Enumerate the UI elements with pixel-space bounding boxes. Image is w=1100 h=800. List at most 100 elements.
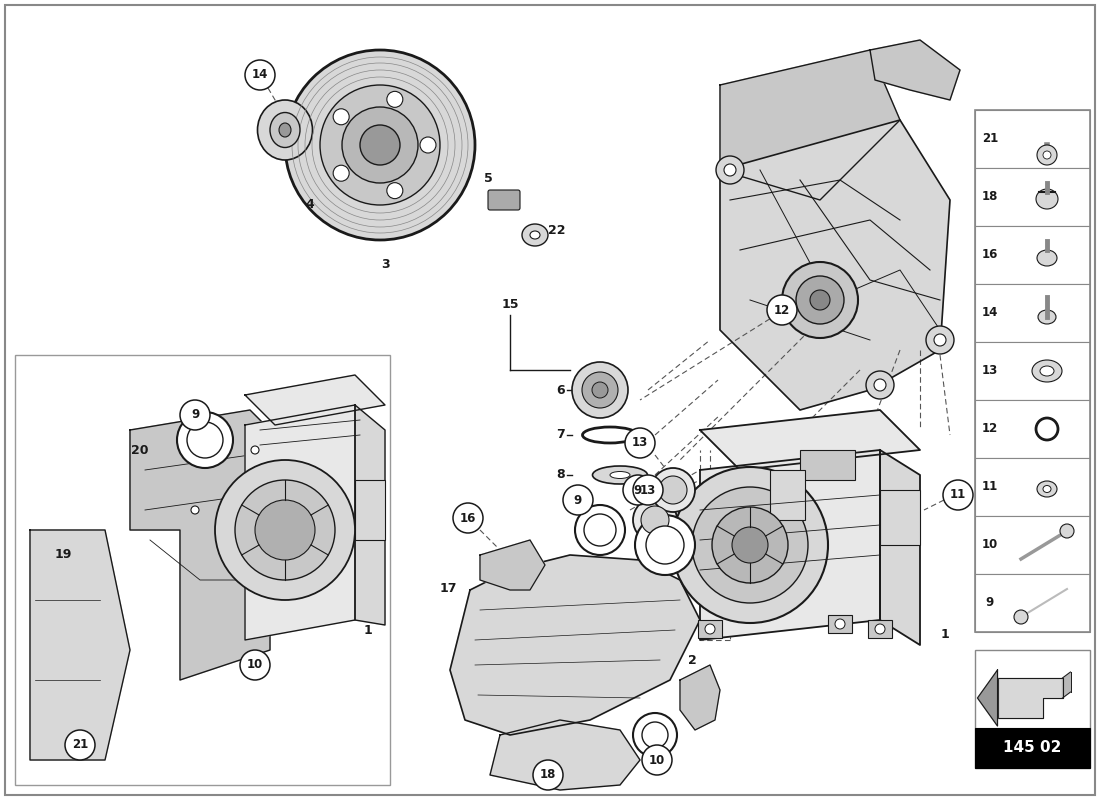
Ellipse shape xyxy=(593,466,648,484)
Circle shape xyxy=(245,60,275,90)
Polygon shape xyxy=(880,450,920,645)
Polygon shape xyxy=(490,720,640,790)
Text: 14: 14 xyxy=(982,306,998,319)
Text: 10: 10 xyxy=(246,658,263,671)
Text: 4: 4 xyxy=(306,198,315,211)
Polygon shape xyxy=(870,40,960,100)
Text: 7: 7 xyxy=(557,429,565,442)
Circle shape xyxy=(180,400,210,430)
Polygon shape xyxy=(30,530,130,760)
Text: 22: 22 xyxy=(548,223,565,237)
Text: 1: 1 xyxy=(364,623,373,637)
Text: 18: 18 xyxy=(540,769,557,782)
Text: 11: 11 xyxy=(950,489,966,502)
Circle shape xyxy=(342,107,418,183)
Circle shape xyxy=(623,475,653,505)
Circle shape xyxy=(642,722,668,748)
Text: 14: 14 xyxy=(252,69,268,82)
Polygon shape xyxy=(720,120,950,410)
Polygon shape xyxy=(680,665,720,730)
Text: 19: 19 xyxy=(55,549,73,562)
FancyBboxPatch shape xyxy=(770,470,805,520)
Text: 17: 17 xyxy=(439,582,456,594)
Circle shape xyxy=(641,506,669,534)
Circle shape xyxy=(453,503,483,533)
Circle shape xyxy=(572,362,628,418)
Circle shape xyxy=(782,262,858,338)
Circle shape xyxy=(420,137,436,153)
Circle shape xyxy=(1036,418,1058,440)
Circle shape xyxy=(214,460,355,600)
Text: 2: 2 xyxy=(688,654,696,666)
Circle shape xyxy=(592,382,608,398)
Circle shape xyxy=(874,624,886,634)
FancyBboxPatch shape xyxy=(975,226,1090,284)
Circle shape xyxy=(320,85,440,205)
Text: 1: 1 xyxy=(940,629,949,642)
Circle shape xyxy=(692,487,808,603)
Ellipse shape xyxy=(1040,366,1054,376)
Circle shape xyxy=(632,498,676,542)
Circle shape xyxy=(534,760,563,790)
Circle shape xyxy=(632,713,676,757)
Circle shape xyxy=(1014,610,1028,624)
FancyBboxPatch shape xyxy=(975,168,1090,226)
Ellipse shape xyxy=(1038,310,1056,324)
Polygon shape xyxy=(130,410,270,680)
FancyBboxPatch shape xyxy=(488,190,520,210)
FancyBboxPatch shape xyxy=(355,480,385,540)
Text: 16: 16 xyxy=(460,511,476,525)
Circle shape xyxy=(712,507,788,583)
Text: 6: 6 xyxy=(557,383,565,397)
FancyBboxPatch shape xyxy=(828,615,852,633)
Text: 11: 11 xyxy=(982,481,998,494)
Polygon shape xyxy=(450,555,700,735)
Circle shape xyxy=(251,446,258,454)
FancyBboxPatch shape xyxy=(868,620,892,638)
Circle shape xyxy=(926,326,954,354)
Circle shape xyxy=(866,371,894,399)
Circle shape xyxy=(387,182,403,198)
FancyBboxPatch shape xyxy=(975,342,1090,400)
Circle shape xyxy=(191,451,199,459)
FancyBboxPatch shape xyxy=(975,284,1090,342)
Circle shape xyxy=(1037,145,1057,165)
Circle shape xyxy=(177,412,233,468)
Text: 145 02: 145 02 xyxy=(1003,741,1062,755)
Circle shape xyxy=(874,379,886,391)
FancyBboxPatch shape xyxy=(975,516,1090,574)
Circle shape xyxy=(65,730,95,760)
Circle shape xyxy=(1043,151,1050,159)
Text: 9: 9 xyxy=(986,597,994,610)
Circle shape xyxy=(563,485,593,515)
Circle shape xyxy=(584,514,616,546)
Circle shape xyxy=(943,480,974,510)
Circle shape xyxy=(934,334,946,346)
Text: 3: 3 xyxy=(381,258,389,271)
Circle shape xyxy=(724,164,736,176)
Text: 5: 5 xyxy=(484,171,493,185)
Circle shape xyxy=(672,467,828,623)
Circle shape xyxy=(255,500,315,560)
Text: 9: 9 xyxy=(191,409,199,422)
Circle shape xyxy=(575,505,625,555)
Circle shape xyxy=(705,624,715,634)
FancyBboxPatch shape xyxy=(975,728,1090,768)
FancyBboxPatch shape xyxy=(975,110,1090,168)
FancyBboxPatch shape xyxy=(800,450,855,480)
Circle shape xyxy=(1060,524,1074,538)
Circle shape xyxy=(625,428,654,458)
Ellipse shape xyxy=(1037,481,1057,497)
Circle shape xyxy=(796,276,844,324)
Ellipse shape xyxy=(1032,360,1062,382)
FancyBboxPatch shape xyxy=(975,400,1090,458)
Text: 21: 21 xyxy=(982,133,998,146)
Ellipse shape xyxy=(522,224,548,246)
Text: 9: 9 xyxy=(634,483,642,497)
Polygon shape xyxy=(998,678,1063,718)
FancyBboxPatch shape xyxy=(698,620,722,638)
Circle shape xyxy=(810,290,830,310)
Polygon shape xyxy=(355,405,385,625)
Ellipse shape xyxy=(610,471,630,478)
Ellipse shape xyxy=(1037,250,1057,266)
